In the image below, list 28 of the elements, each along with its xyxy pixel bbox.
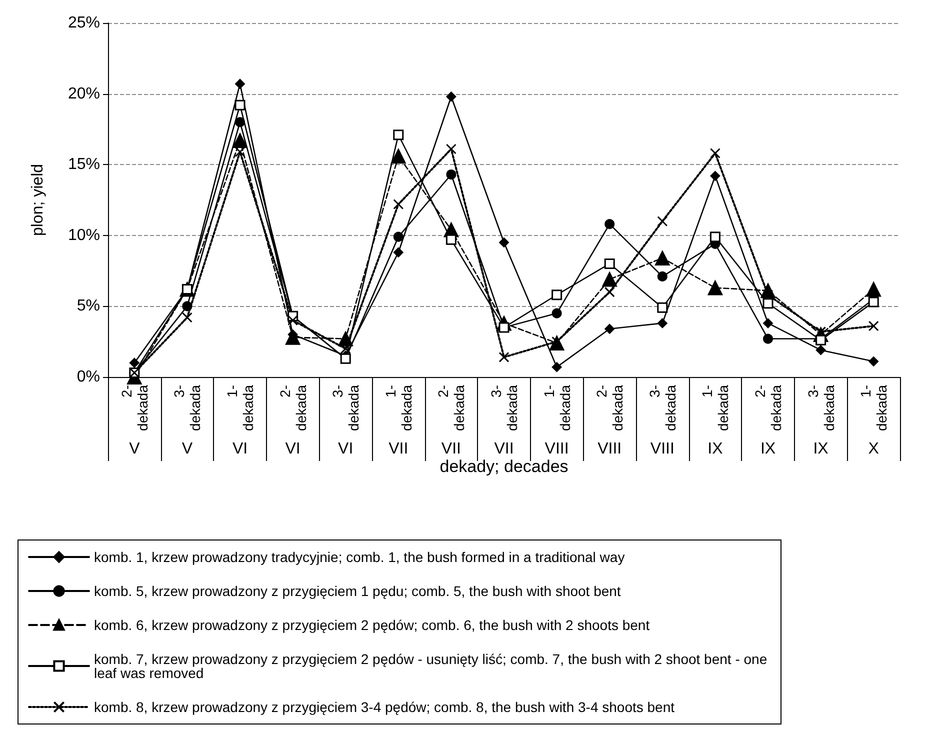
y-tick-label: 5% (76, 298, 100, 315)
category-label: 2- dekada VI (276, 385, 309, 458)
y-tick-label: 25% (68, 14, 100, 32)
x-axis-title: dekady; decades (440, 456, 568, 476)
category-label: 2- dekada IX (752, 385, 784, 458)
y-tick-label: 0% (76, 368, 100, 386)
category-label: 1- dekada IX (699, 385, 732, 458)
category-label: 2- dekada VIII (594, 385, 626, 458)
legend-label: komb. 1, krzew prowadzony tradycyjnie; comb. 1, the bush formed in a traditional way (94, 549, 625, 565)
category-label: 3- dekada V (171, 385, 204, 458)
category-label: 3- dekada VII (488, 385, 520, 458)
legend-label: komb. 8, krzew prowadzony z przygięciem 3-4 pędów; comb. 8, the bush with 3-4 shoots bent (94, 699, 675, 715)
category-label: 1- dekada X (858, 385, 890, 458)
category-label: 2- dekada VII (435, 385, 468, 458)
category-label: 2- dekada V (118, 385, 150, 458)
y-tick-label: 10% (68, 226, 100, 244)
category-label: 3- dekada VI (330, 385, 362, 458)
y-tick-label: 20% (68, 85, 100, 102)
category-label: 1- dekada VIII (540, 385, 573, 458)
y-axis-title: plon; yield (30, 164, 46, 236)
category-label: 3- dekada VIII (646, 385, 678, 458)
legend-label: komb. 5, krzew prowadzony z przygięciem 1 pędu; comb. 5, the bush with shoot bent (94, 583, 621, 599)
category-label: 3- dekada IX (804, 385, 837, 458)
category-label: 1- dekada VI (224, 385, 256, 458)
legend-label: komb. 7, krzew prowadzony z przygięciem 2 pędów - usunięty liść; comb. 7, the bush with 2 shoot bent - one leaf was removed (94, 651, 771, 681)
category-label: 1- dekada VII (382, 385, 414, 458)
legend-label: komb. 6, krzew prowadzony z przygięciem 2 pędów; comb. 6, the bush with 2 shoots bent (94, 617, 650, 633)
y-tick-label: 15% (68, 156, 100, 174)
